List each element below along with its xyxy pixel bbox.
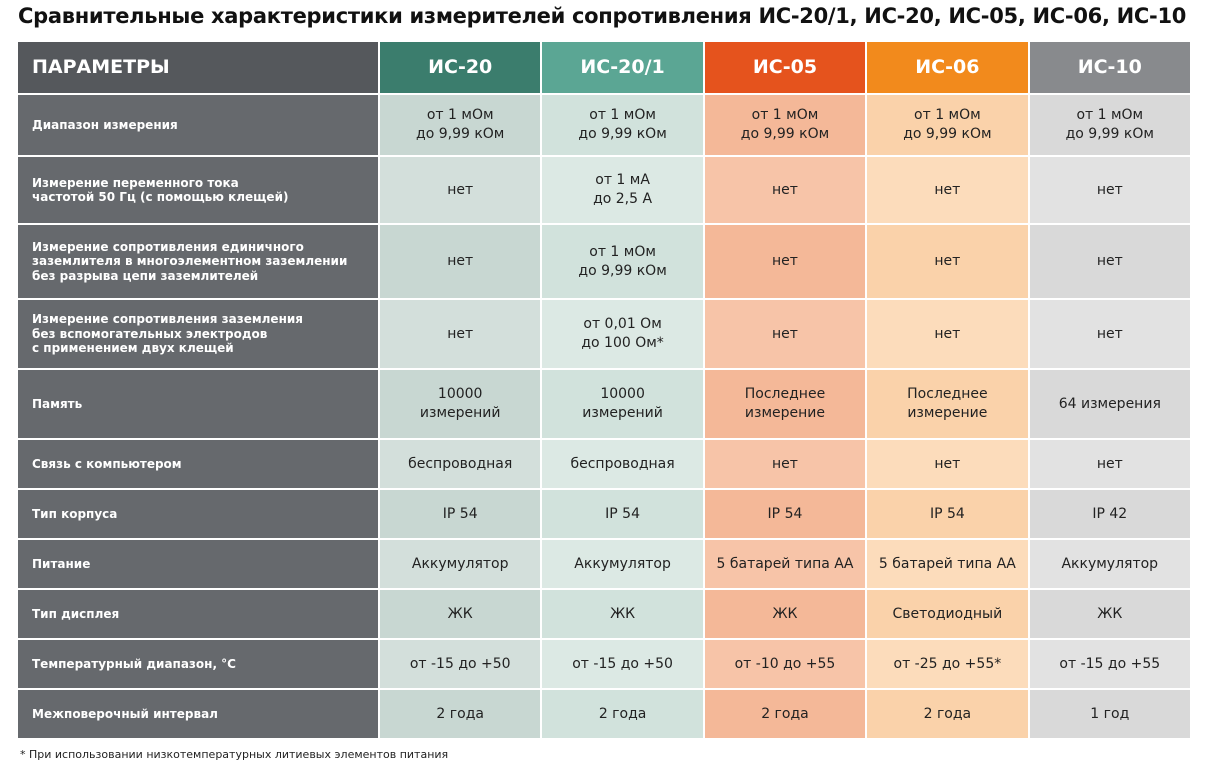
parameter-cell: Температурный диапазон, °C (18, 640, 378, 688)
value-cell: 2 года (542, 690, 703, 738)
table-row: Связь с компьютером беспроводная беспровод… (18, 440, 1190, 488)
value-cell: IP 54 (380, 490, 541, 538)
header-row: ПАРАМЕТРЫ ИС-20 ИС-20/1 ИС-05 ИС-06 ИС-10 (18, 42, 1190, 93)
value-cell: Последнее измерение (867, 370, 1028, 438)
column-header: ИС-05 (704, 42, 866, 93)
value-cell: Аккумулятор (542, 540, 703, 588)
value-cell: от 1 мОм до 9,99 кОм (704, 95, 866, 155)
parameter-cell: Связь с компьютером (18, 440, 378, 488)
value-cell: беспроводная (542, 440, 703, 488)
value-cell: 2 года (704, 690, 866, 738)
value-cell: нет (867, 440, 1028, 488)
parameter-cell: Межповерочный интервал (18, 690, 378, 738)
value-cell: 10000 измерений (542, 370, 703, 438)
table-row: Измерение сопротивления единичного зазем… (18, 225, 1190, 298)
value-cell: нет (704, 157, 866, 223)
value-cell: 64 измерения (1029, 370, 1190, 438)
comparison-table: ПАРАМЕТРЫ ИС-20 ИС-20/1 ИС-05 ИС-06 ИС-10 Диа… (16, 40, 1192, 740)
value-cell: Последнее измерение (704, 370, 866, 438)
value-cell: от -10 до +55 (704, 640, 866, 688)
value-cell: ЖК (542, 590, 703, 638)
value-cell: Аккумулятор (1029, 540, 1190, 588)
value-cell: нет (380, 225, 541, 298)
value-cell: 10000 измерений (380, 370, 541, 438)
parameter-cell: Измерение сопротивления единичного зазем… (18, 225, 378, 298)
value-cell: от 1 мОм до 9,99 кОм (1029, 95, 1190, 155)
value-cell: от -25 до +55* (867, 640, 1028, 688)
value-cell: от -15 до +50 (380, 640, 541, 688)
title: Сравнительные характеристики измерителей… (18, 4, 1187, 28)
value-cell: нет (704, 300, 866, 368)
column-header: ИС-06 (867, 42, 1028, 93)
value-cell: от 0,01 Ом до 100 Ом* (542, 300, 703, 368)
value-cell: от 1 мА до 2,5 А (542, 157, 703, 223)
table-row: Температурный диапазон, °C от -15 до +50 о… (18, 640, 1190, 688)
value-cell: нет (1029, 440, 1190, 488)
parameter-cell: Измерение сопротивления заземления без в… (18, 300, 378, 368)
value-cell: беспроводная (380, 440, 541, 488)
table-row: Тип дисплея ЖК ЖК ЖК Светодиодный ЖК (18, 590, 1190, 638)
value-cell: IP 54 (867, 490, 1028, 538)
footnote: * При использовании низкотемпературных л… (20, 748, 449, 761)
value-cell: 2 года (380, 690, 541, 738)
value-cell: нет (867, 225, 1028, 298)
table-row: Память 10000 измерений 10000 измерений Посл… (18, 370, 1190, 438)
value-cell: нет (1029, 300, 1190, 368)
parameter-header: ПАРАМЕТРЫ (18, 42, 378, 93)
value-cell: IP 54 (704, 490, 866, 538)
parameter-cell: Диапазон измерения (18, 95, 378, 155)
value-cell: нет (1029, 157, 1190, 223)
table-row: Измерение переменного тока частотой 50 Г… (18, 157, 1190, 223)
value-cell: нет (380, 300, 541, 368)
table-row: Тип корпуса IP 54 IP 54 IP 54 IP 54 IP 42 (18, 490, 1190, 538)
value-cell: от 1 мОм до 9,99 кОм (542, 95, 703, 155)
column-header: ИС-20 (380, 42, 541, 93)
value-cell: IP 42 (1029, 490, 1190, 538)
table-row: Межповерочный интервал 2 года 2 года 2 года… (18, 690, 1190, 738)
value-cell: нет (1029, 225, 1190, 298)
value-cell: от 1 мОм до 9,99 кОм (867, 95, 1028, 155)
value-cell: 1 год (1029, 690, 1190, 738)
column-header: ИС-10 (1029, 42, 1190, 93)
value-cell: 2 года (867, 690, 1028, 738)
value-cell: от -15 до +55 (1029, 640, 1190, 688)
value-cell: 5 батарей типа АА (867, 540, 1028, 588)
parameter-cell: Тип корпуса (18, 490, 378, 538)
value-cell: нет (704, 440, 866, 488)
value-cell: IP 54 (542, 490, 703, 538)
value-cell: нет (867, 300, 1028, 368)
parameter-cell: Память (18, 370, 378, 438)
parameter-cell: Питание (18, 540, 378, 588)
value-cell: ЖК (1029, 590, 1190, 638)
table-row: Диапазон измерения от 1 мОм до 9,99 кОм от… (18, 95, 1190, 155)
value-cell: ЖК (380, 590, 541, 638)
table-body: Диапазон измерения от 1 мОм до 9,99 кОм от… (18, 95, 1190, 738)
column-header: ИС-20/1 (542, 42, 703, 93)
value-cell: ЖК (704, 590, 866, 638)
value-cell: Аккумулятор (380, 540, 541, 588)
value-cell: нет (867, 157, 1028, 223)
parameter-cell: Измерение переменного тока частотой 50 Г… (18, 157, 378, 223)
value-cell: 5 батарей типа АА (704, 540, 866, 588)
value-cell: от -15 до +50 (542, 640, 703, 688)
value-cell: нет (704, 225, 866, 298)
table-row: Измерение сопротивления заземления без в… (18, 300, 1190, 368)
value-cell: от 1 мОм до 9,99 кОм (380, 95, 541, 155)
table-row: Питание Аккумулятор Аккумулятор 5 батарей т… (18, 540, 1190, 588)
value-cell: от 1 мОм до 9,99 кОм (542, 225, 703, 298)
value-cell: Светодиодный (867, 590, 1028, 638)
value-cell: нет (380, 157, 541, 223)
parameter-cell: Тип дисплея (18, 590, 378, 638)
